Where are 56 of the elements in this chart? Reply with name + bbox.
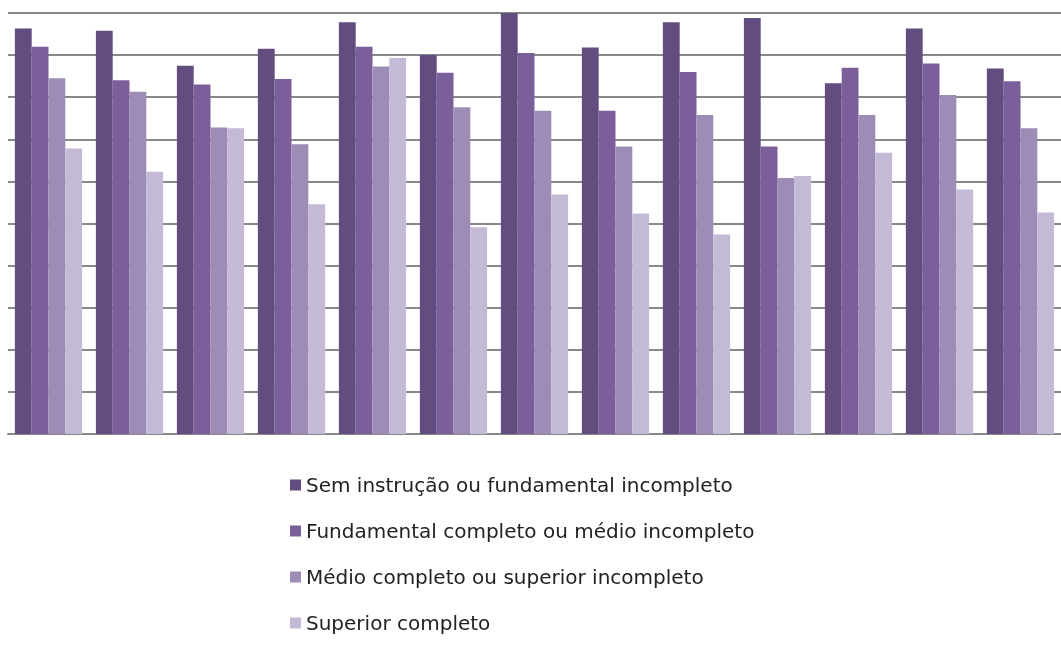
bar [257,48,275,434]
bar [534,110,552,434]
bar [291,144,309,434]
bar [875,152,893,434]
bar [129,91,147,434]
bar [31,46,49,434]
bar [193,84,211,434]
bar [453,107,471,434]
bar [841,67,859,434]
bar [112,80,130,434]
bar [500,13,518,434]
bar [65,148,83,434]
bar [274,79,292,434]
bar [470,227,488,434]
bar [338,22,356,434]
bar [551,194,569,434]
bar [824,83,842,434]
bar [1037,212,1055,434]
bar [598,110,616,434]
bar [308,204,326,434]
bar [760,146,778,434]
bar [743,18,761,434]
legend-label: Superior completo [306,611,491,635]
bar [713,234,731,434]
bar [956,189,974,434]
bar [858,114,876,434]
bar [679,71,697,434]
bar [905,28,923,434]
bar [419,55,437,434]
bar [372,66,390,434]
bar [176,65,194,434]
bar [777,178,795,434]
bar [581,47,599,434]
bar [517,53,535,434]
bar [146,171,164,434]
bar [389,58,407,434]
legend-label: Médio completo ou superior incompleto [306,565,704,589]
bar [48,78,66,434]
bar [615,146,633,434]
bar [227,128,245,434]
legend-label: Fundamental completo ou médio incompleto [306,519,755,543]
bar [95,30,113,434]
bar [939,95,957,434]
bar [632,213,650,434]
bar [436,72,454,434]
bar [355,46,373,434]
bar [1020,128,1038,434]
bar [696,114,714,434]
bar [14,28,32,434]
bar [986,68,1004,434]
legend-label: Sem instrução ou fundamental incompleto [306,473,733,497]
bar [922,63,940,434]
bar [794,175,812,434]
bar [662,22,680,434]
bar [1003,81,1021,434]
bar [210,127,228,434]
